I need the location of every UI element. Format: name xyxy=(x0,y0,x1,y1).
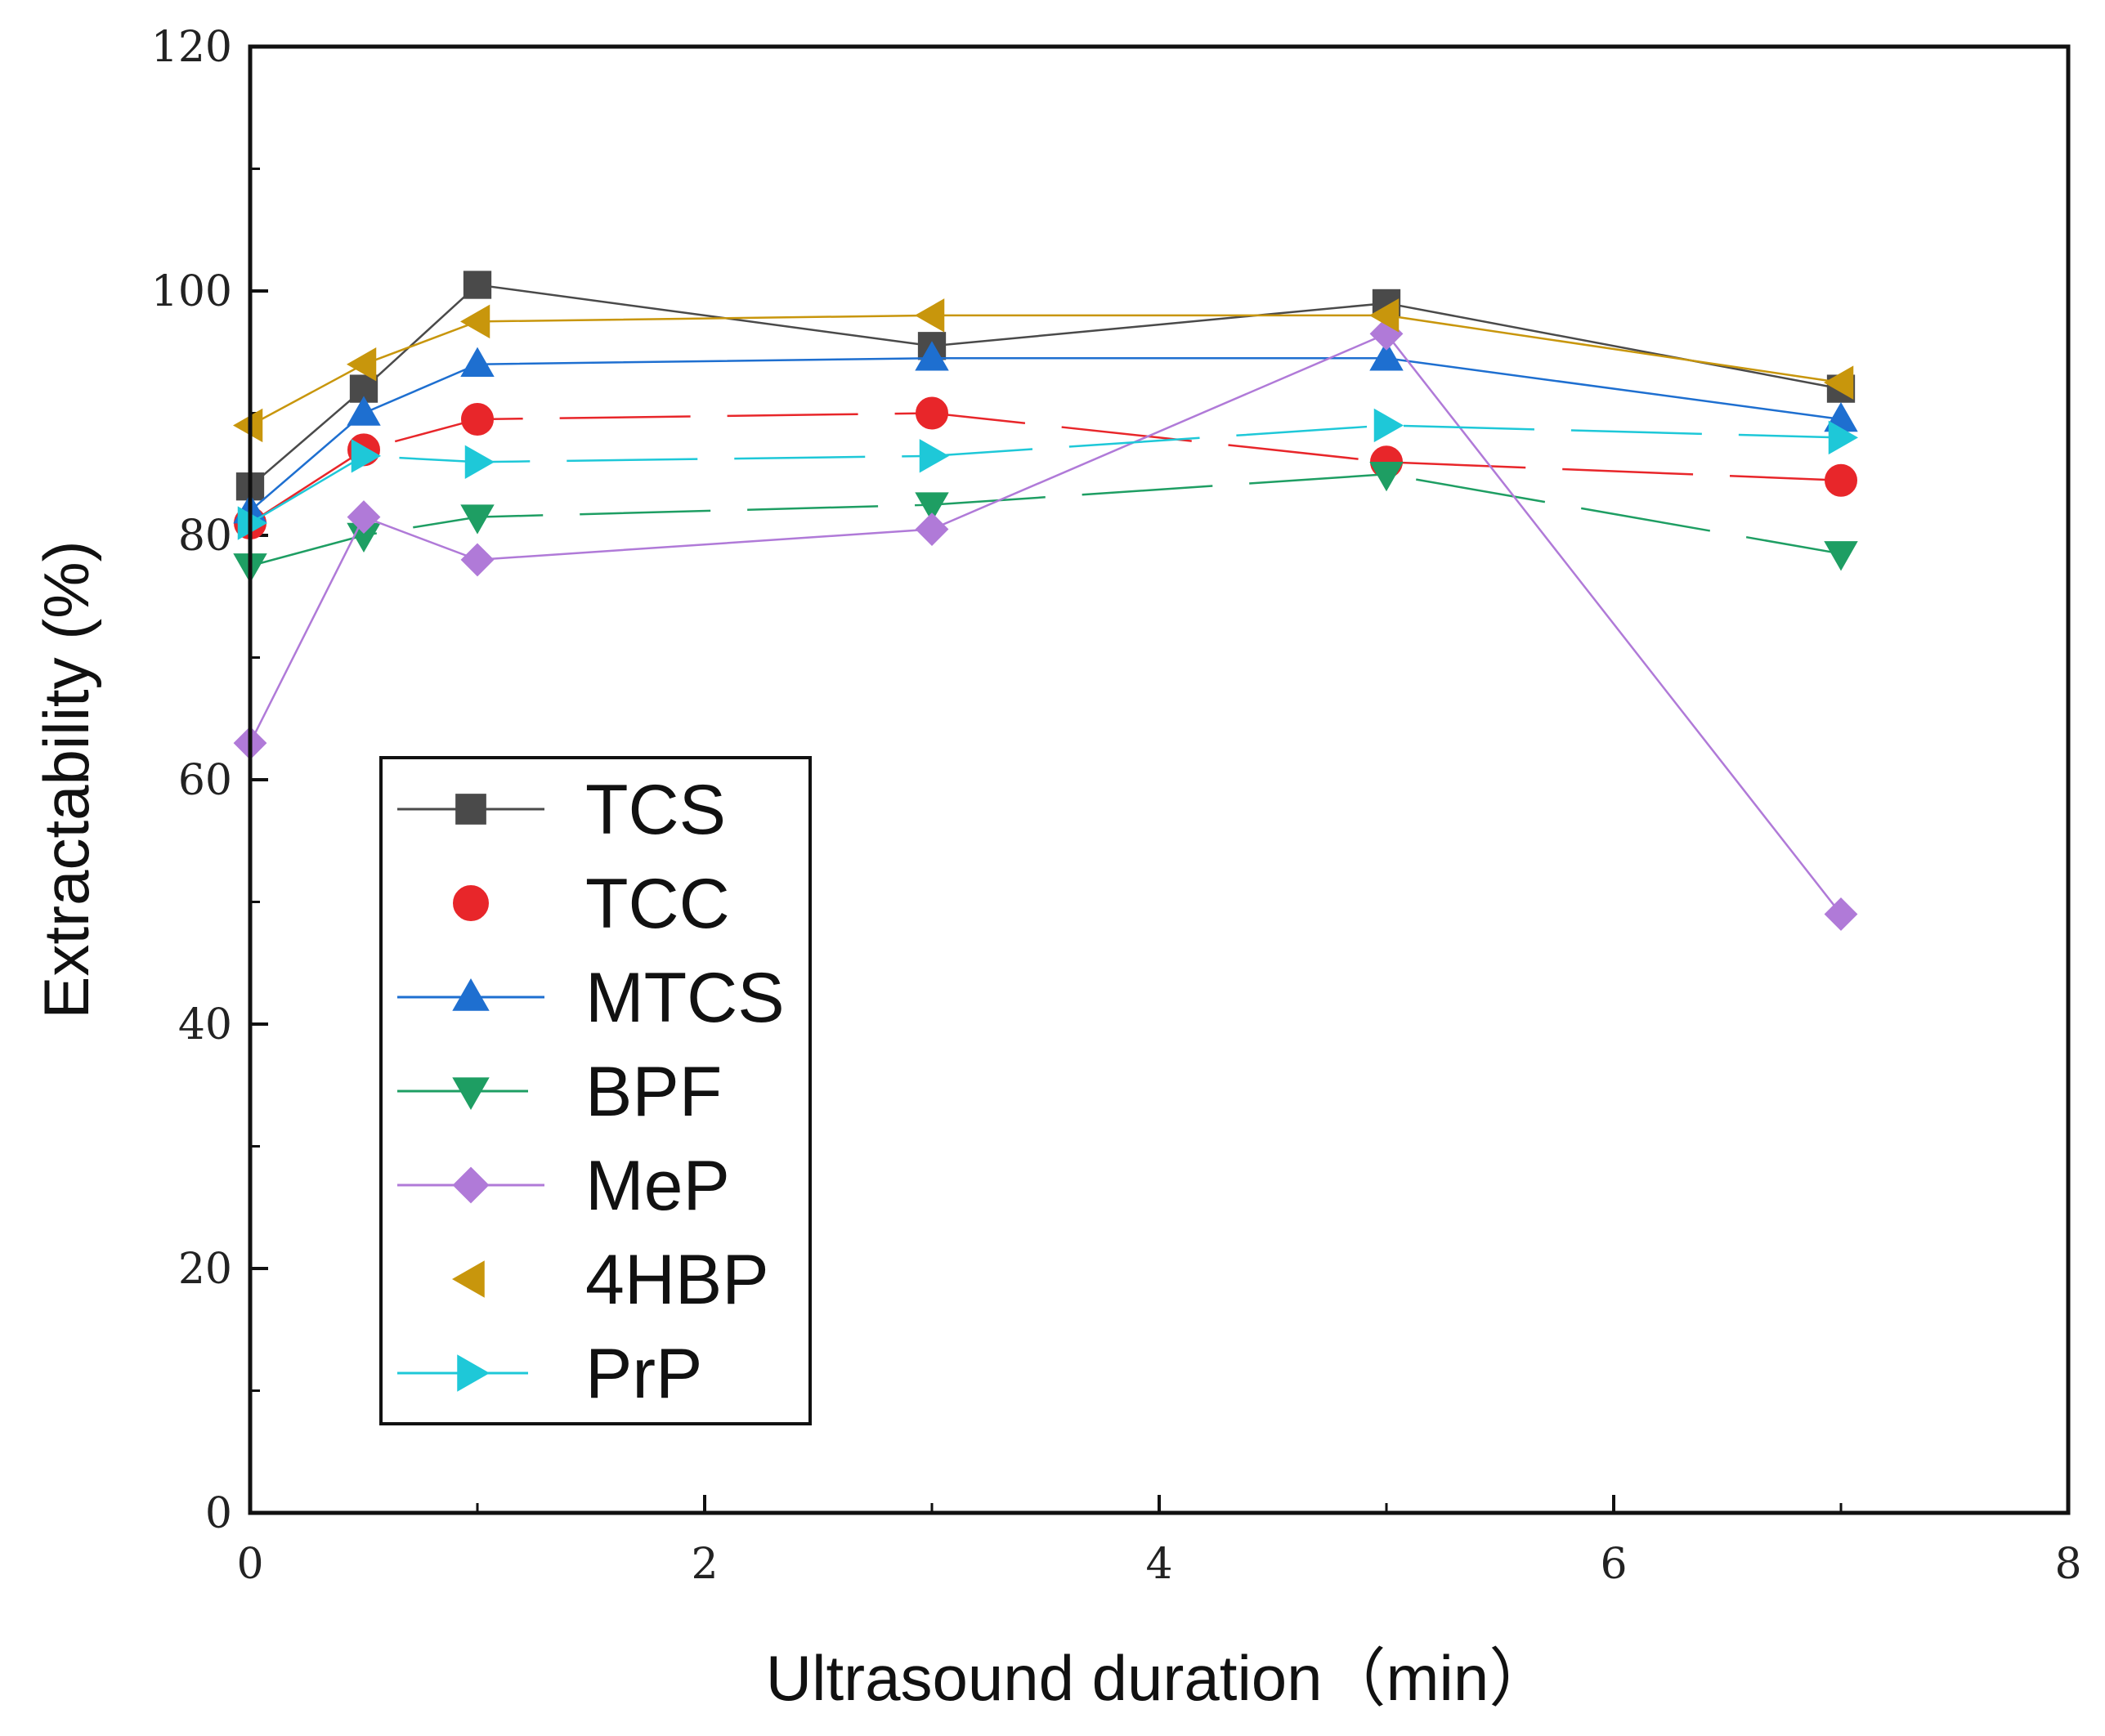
legend-item-MeP: MeP xyxy=(397,1147,730,1225)
data-point-MTCS xyxy=(1369,341,1404,371)
data-point-MTCS xyxy=(347,396,381,426)
legend-label: PrP xyxy=(585,1335,702,1413)
legend-label: TCC xyxy=(585,865,730,943)
y-tick-label: 120 xyxy=(151,23,232,72)
legend-marker-MTCS xyxy=(452,978,490,1011)
data-point-4HBP xyxy=(346,347,377,382)
data-point-PrP xyxy=(464,445,495,480)
legend-marker-TCS xyxy=(455,794,486,825)
legend: TCS TCC MTCS BPF MeP 4HBP PrP xyxy=(379,756,812,1425)
legend-item-4HBP: 4HBP xyxy=(451,1241,769,1319)
data-point-4HBP xyxy=(914,298,945,333)
data-point-4HBP xyxy=(459,304,490,339)
legend-item-MTCS: MTCS xyxy=(397,959,785,1037)
legend-item-BPF: BPF xyxy=(397,1053,722,1131)
ticks-layer: 0 20 40 60 80 100 120 0 2 4 6 8 xyxy=(151,23,2082,1589)
legend-item-PrP: PrP xyxy=(397,1335,702,1413)
data-point-PrP xyxy=(351,439,382,473)
y-tick-label: 20 xyxy=(178,1245,232,1294)
legend-label: 4HBP xyxy=(585,1241,769,1319)
y-tick-label: 60 xyxy=(178,756,232,805)
data-point-MeP xyxy=(460,543,495,577)
data-point-TCC xyxy=(461,402,494,436)
legend-label: MeP xyxy=(585,1147,730,1225)
y-tick-label: 0 xyxy=(205,1489,232,1538)
data-point-TCC xyxy=(916,396,948,430)
y-axis-title: Extractability (%) xyxy=(30,540,102,1018)
legend-marker-4HBP xyxy=(451,1260,485,1298)
x-tick-label: 0 xyxy=(236,1540,263,1589)
x-tick-label: 8 xyxy=(2054,1540,2081,1589)
data-point-MeP xyxy=(915,512,949,546)
legend-label: MTCS xyxy=(585,959,785,1037)
legend-item-TCS: TCS xyxy=(397,771,726,849)
legend-marker-BPF xyxy=(452,1077,490,1111)
data-point-MTCS xyxy=(915,341,949,371)
data-point-MeP xyxy=(1824,897,1858,931)
x-axis-title: Ultrasound duration（min） xyxy=(766,1642,1552,1714)
series-line-MeP xyxy=(249,332,1842,915)
series-line-BPF xyxy=(249,472,1842,567)
data-point-TCS xyxy=(463,271,492,299)
y-tick-label: 100 xyxy=(151,267,232,316)
legend-item-TCC: TCC xyxy=(453,865,730,943)
plot-frame xyxy=(248,44,2071,1515)
y-tick-label: 40 xyxy=(178,1000,232,1049)
x-tick-label: 6 xyxy=(1600,1540,1627,1589)
data-point-MTCS xyxy=(460,347,495,377)
data-point-BPF xyxy=(460,504,495,535)
data-point-BPF xyxy=(1369,462,1404,492)
series-line-TCS xyxy=(249,284,1842,488)
data-point-PrP xyxy=(1828,420,1859,455)
y-tick-label: 80 xyxy=(178,512,232,561)
data-point-TCC xyxy=(1825,463,1857,497)
legend-marker-TCC xyxy=(453,885,489,921)
data-point-PrP xyxy=(1373,408,1404,443)
x-tick-label: 4 xyxy=(1145,1540,1172,1589)
data-point-4HBP xyxy=(1368,298,1400,333)
series-line-MTCS xyxy=(249,356,1842,512)
x-tick-label: 2 xyxy=(691,1540,718,1589)
data-point-4HBP xyxy=(1823,365,1854,400)
series-line-PrP xyxy=(249,424,1842,525)
data-point-MeP xyxy=(347,500,381,534)
data-point-PrP xyxy=(919,439,950,473)
series-line-TCC xyxy=(249,412,1842,525)
series-line-4HBP xyxy=(249,314,1842,427)
data-point-BPF xyxy=(1824,541,1858,571)
data-point-BPF xyxy=(915,492,949,522)
legend-label: TCS xyxy=(585,771,726,849)
legend-label: BPF xyxy=(585,1053,722,1131)
legend-marker-MeP xyxy=(452,1166,490,1204)
legend-marker-PrP xyxy=(457,1354,490,1392)
